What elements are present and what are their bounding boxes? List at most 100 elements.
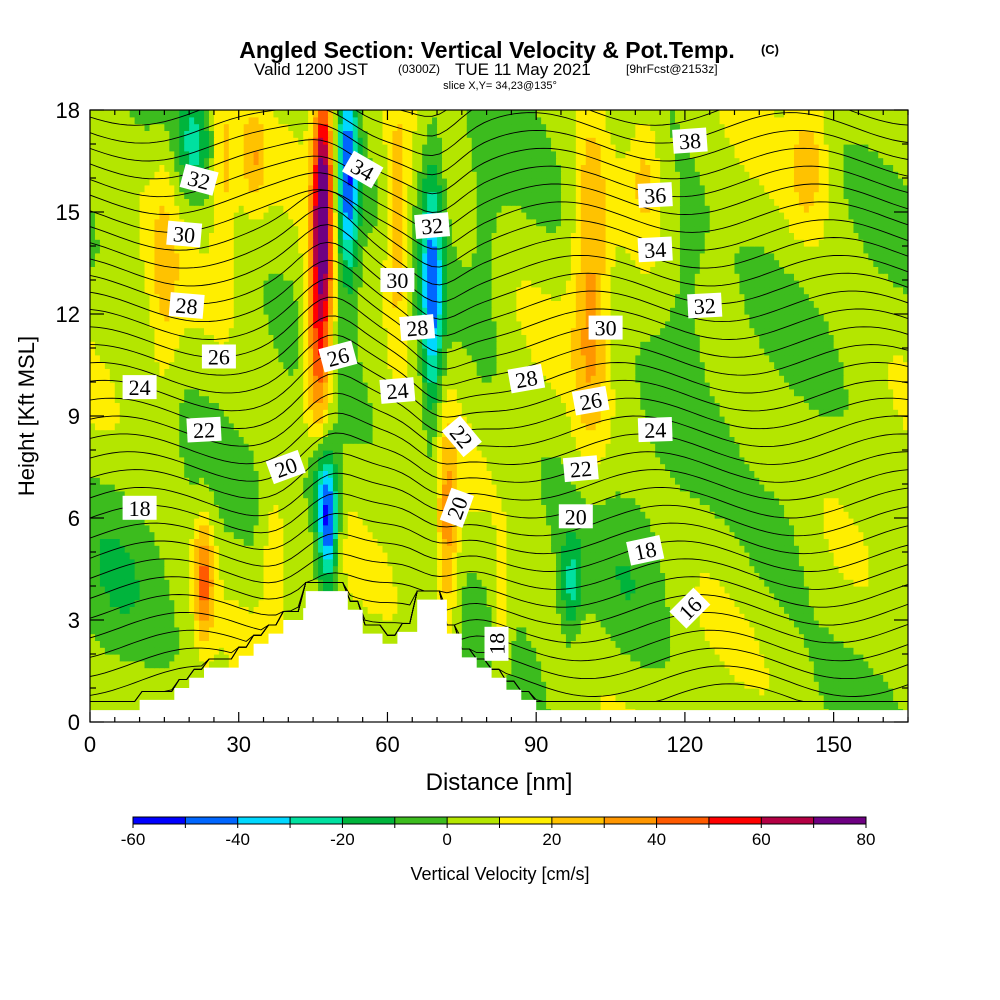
velocity-cell xyxy=(293,613,299,621)
velocity-cell xyxy=(293,524,299,533)
velocity-cell xyxy=(585,626,592,635)
velocity-cell xyxy=(625,701,631,709)
velocity-cell xyxy=(228,565,235,573)
velocity-cell xyxy=(888,681,894,689)
velocity-cell xyxy=(704,579,711,587)
velocity-cell xyxy=(719,592,726,601)
velocity-cell xyxy=(679,640,686,648)
velocity-cell xyxy=(179,606,185,614)
velocity-cell xyxy=(575,558,582,567)
velocity-cell xyxy=(427,586,433,594)
velocity-cell xyxy=(774,647,780,655)
velocity-cell xyxy=(446,572,453,580)
velocity-cell xyxy=(114,688,121,696)
velocity-cell xyxy=(734,579,741,587)
velocity-cell xyxy=(868,660,874,669)
velocity-cell xyxy=(784,538,790,546)
velocity-cell xyxy=(660,701,666,709)
velocity-cell xyxy=(243,640,250,648)
velocity-cell xyxy=(516,552,522,560)
velocity-cell xyxy=(337,558,344,567)
velocity-cell xyxy=(729,565,736,573)
velocity-cell xyxy=(754,579,760,587)
velocity-cell xyxy=(521,667,527,675)
velocity-cell xyxy=(719,524,726,533)
velocity-cell xyxy=(94,640,101,648)
velocity-cell xyxy=(665,660,671,669)
velocity-cell xyxy=(213,626,220,635)
velocity-cell xyxy=(625,599,631,607)
velocity-cell xyxy=(764,688,770,696)
velocity-cell xyxy=(605,606,612,614)
velocity-cell xyxy=(243,647,250,655)
velocity-cell xyxy=(342,531,349,539)
velocity-cell xyxy=(615,586,622,594)
velocity-cell xyxy=(169,694,175,703)
velocity-cell xyxy=(99,626,106,635)
velocity-cell xyxy=(526,518,532,526)
velocity-cell xyxy=(828,674,835,682)
velocity-cell xyxy=(104,592,111,601)
velocity-cell xyxy=(159,538,165,546)
velocity-cell xyxy=(863,694,869,703)
velocity-cell xyxy=(754,531,760,539)
velocity-cell xyxy=(417,552,423,560)
velocity-cell xyxy=(803,538,810,546)
velocity-cell xyxy=(630,674,636,682)
velocity-cell xyxy=(213,511,220,519)
velocity-cell xyxy=(868,565,874,573)
velocity-cell xyxy=(739,586,745,594)
velocity-cell xyxy=(640,599,646,607)
velocity-cell xyxy=(853,565,860,573)
velocity-cell xyxy=(204,640,210,648)
velocity-cell xyxy=(873,586,879,594)
velocity-cell xyxy=(377,592,384,601)
velocity-cell xyxy=(848,524,855,533)
velocity-cell xyxy=(888,701,894,709)
velocity-cell xyxy=(798,592,805,601)
velocity-cell xyxy=(248,599,255,607)
velocity-cell xyxy=(744,518,750,526)
velocity-cell xyxy=(124,518,131,526)
velocity-cell xyxy=(461,592,468,601)
velocity-cell xyxy=(90,688,96,696)
velocity-cell xyxy=(218,654,225,662)
velocity-cell xyxy=(878,592,884,601)
velocity-cell xyxy=(828,572,835,580)
velocity-cell xyxy=(149,647,156,655)
velocity-cell xyxy=(124,572,131,580)
velocity-cell xyxy=(402,531,408,539)
velocity-cell xyxy=(531,552,537,560)
velocity-cell xyxy=(204,592,210,601)
velocity-cell xyxy=(124,545,131,553)
velocity-cell xyxy=(278,565,284,573)
velocity-cell xyxy=(833,688,840,696)
velocity-cell xyxy=(878,626,884,635)
velocity-cell xyxy=(189,511,195,519)
velocity-cell xyxy=(179,511,185,519)
velocity-cell xyxy=(779,524,785,533)
velocity-cell xyxy=(551,572,557,580)
velocity-cell xyxy=(402,599,408,607)
velocity-cell xyxy=(179,538,185,546)
velocity-cell xyxy=(352,518,359,526)
velocity-cell xyxy=(189,545,195,553)
velocity-cell xyxy=(124,558,131,567)
velocity-cell xyxy=(134,524,141,533)
velocity-cell xyxy=(883,674,889,682)
velocity-cell xyxy=(268,572,275,580)
velocity-cell xyxy=(99,538,106,546)
velocity-cell xyxy=(615,681,622,689)
velocity-cell xyxy=(243,599,250,607)
velocity-cell xyxy=(124,660,131,669)
velocity-cell xyxy=(536,667,542,675)
velocity-cell xyxy=(893,667,899,675)
velocity-cell xyxy=(243,586,250,594)
velocity-cell xyxy=(298,524,304,533)
velocity-cell xyxy=(868,531,874,539)
velocity-cell xyxy=(432,558,438,567)
velocity-cell xyxy=(674,538,681,546)
velocity-cell xyxy=(159,518,165,526)
velocity-cell xyxy=(511,613,517,621)
velocity-cell xyxy=(615,572,622,580)
